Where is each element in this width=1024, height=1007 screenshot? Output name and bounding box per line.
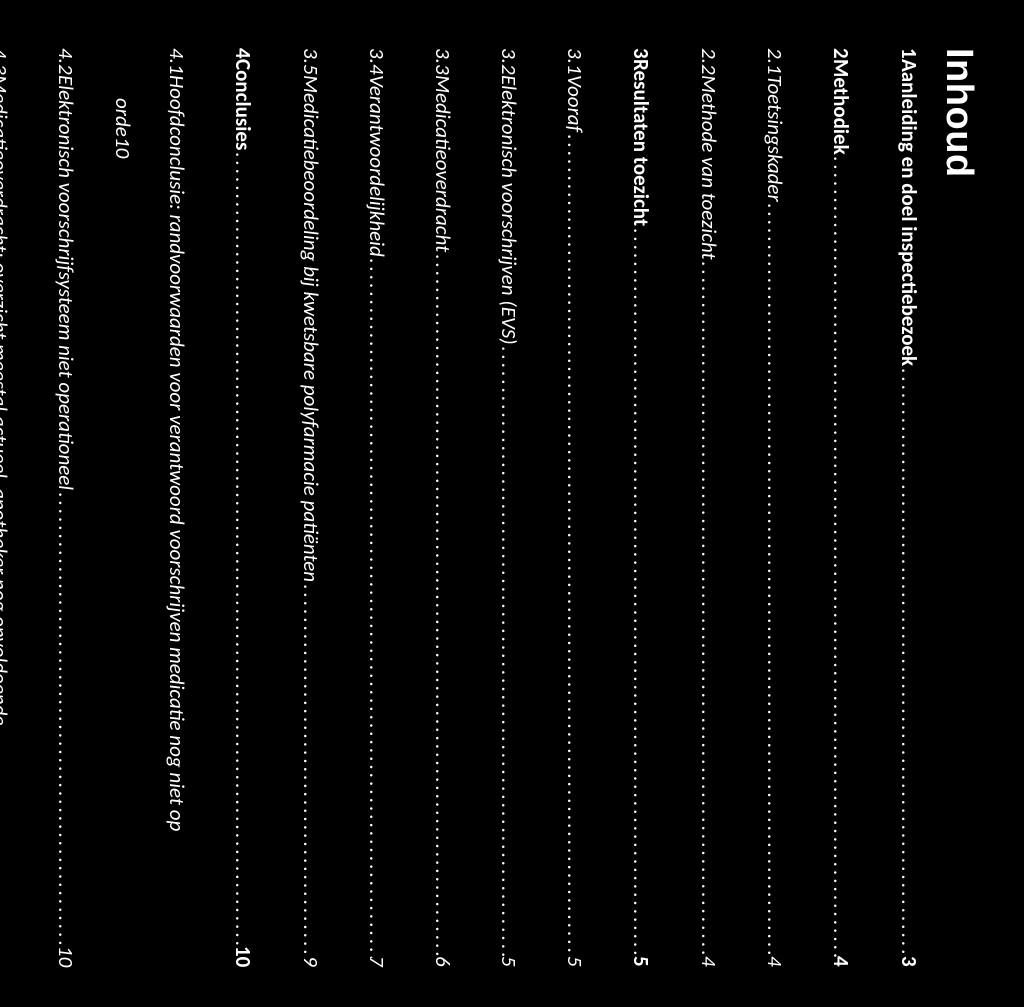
toc-num: 3.2: [469, 48, 519, 75]
toc-num: 3.5: [271, 48, 321, 75]
toc-text: Methodiek: [830, 59, 851, 155]
toc-title: Inhoud: [937, 48, 980, 955]
toc-num: 2.2: [669, 48, 719, 75]
toc-num: 3.4: [337, 48, 387, 75]
toc-item-3: 3 Resultaten toezicht 5: [601, 48, 651, 967]
toc-text: Methode van toezicht: [698, 75, 719, 260]
toc-item-3-1: 3.1 Vooraf 5: [535, 48, 585, 967]
toc-leader: [630, 228, 651, 959]
toc-item-1: 1 Aanleiding en doel inspectiebezoek 3: [869, 48, 919, 967]
toc-text: Medicatiebeoordeling bij kwetsbare polyf…: [300, 75, 321, 582]
toc-text: Verantwoordelijkheid: [366, 75, 387, 257]
toc-item-2: 2 Methodiek 4: [801, 48, 851, 967]
toc-num: 4.3: [0, 48, 10, 75]
toc-num: 3: [601, 48, 651, 59]
toc-num: 4.1: [137, 48, 187, 75]
toc-item-4-1: 4.1 Hoofdconclusie: randvoorwaarden voor…: [137, 48, 187, 967]
toc-page: 10: [53, 946, 76, 967]
toc-item-3-3: 3.3 Medicatieoverdracht 6: [403, 48, 453, 967]
toc-text: Vooraf: [564, 75, 585, 132]
toc-leader: [55, 492, 76, 948]
toc-leader: [300, 584, 321, 959]
toc-item-4-1-wrap: orde 10: [92, 48, 133, 967]
toc-text: Medicatieoverdracht: [432, 75, 453, 252]
toc-text: Resultaten toezicht: [630, 59, 651, 226]
toc-page: 10: [230, 946, 253, 967]
toc-item-4: 4 Conclusies 10: [203, 48, 253, 967]
toc-num: 4: [203, 48, 253, 59]
toc-item-3-2: 3.2 Elektronisch voorschrijven (EVS) 5: [469, 48, 519, 967]
toc-item-3-4: 3.4 Verantwoordelijkheid 7: [337, 48, 387, 967]
toc-leader: [830, 156, 851, 958]
toc-num: 2: [801, 48, 851, 59]
table-of-contents: 1 Aanleiding en doel inspectiebezoek 3 2…: [0, 48, 919, 967]
toc-text-wrap: orde: [112, 98, 133, 137]
toc-page: 10: [110, 137, 133, 158]
toc-text: Elektronisch voorschrijven (EVS): [498, 75, 519, 345]
toc-num: 1: [869, 48, 919, 59]
toc-text: Aanleiding en doel inspectiebezoek: [898, 59, 919, 366]
toc-item-3-5: 3.5 Medicatiebeoordeling bij kwetsbare p…: [271, 48, 321, 967]
toc-text: Toetsingskader: [764, 75, 785, 202]
toc-leader: [764, 203, 785, 958]
toc-leader: [432, 254, 453, 959]
page-rotated-scan: Inhoud 1 Aanleiding en doel inspectiebez…: [0, 0, 1024, 1007]
toc-num: 3.3: [403, 48, 453, 75]
toc-text: Hoofdconclusie: randvoorwaarden voor ver…: [166, 75, 187, 831]
toc-item-4-3: 4.3 Medicatieoverdracht: overzicht meest…: [0, 48, 10, 967]
toc-leader: [898, 368, 919, 959]
toc-leader: [498, 346, 519, 958]
toc-item-2-2: 2.2 Methode van toezicht 4: [669, 48, 719, 967]
toc-item-2-1: 2.1 Toetsingskader 4: [735, 48, 785, 967]
toc-item-4-2: 4.2 Elektronisch voorschrijfsysteem niet…: [26, 48, 76, 967]
toc-num: 2.1: [735, 48, 785, 75]
toc-leader: [698, 261, 719, 958]
toc-text: Conclusies: [232, 59, 253, 150]
toc-leader: [232, 152, 253, 948]
toc-num: 3.1: [535, 48, 585, 75]
toc-num: 4.2: [26, 48, 76, 75]
toc-text: Medicatieoverdracht: overzicht meestal a…: [0, 75, 10, 725]
toc-leader: [564, 134, 585, 959]
toc-text: Elektronisch voorschrijfsysteem niet ope…: [55, 75, 76, 490]
toc-leader: [366, 258, 387, 958]
